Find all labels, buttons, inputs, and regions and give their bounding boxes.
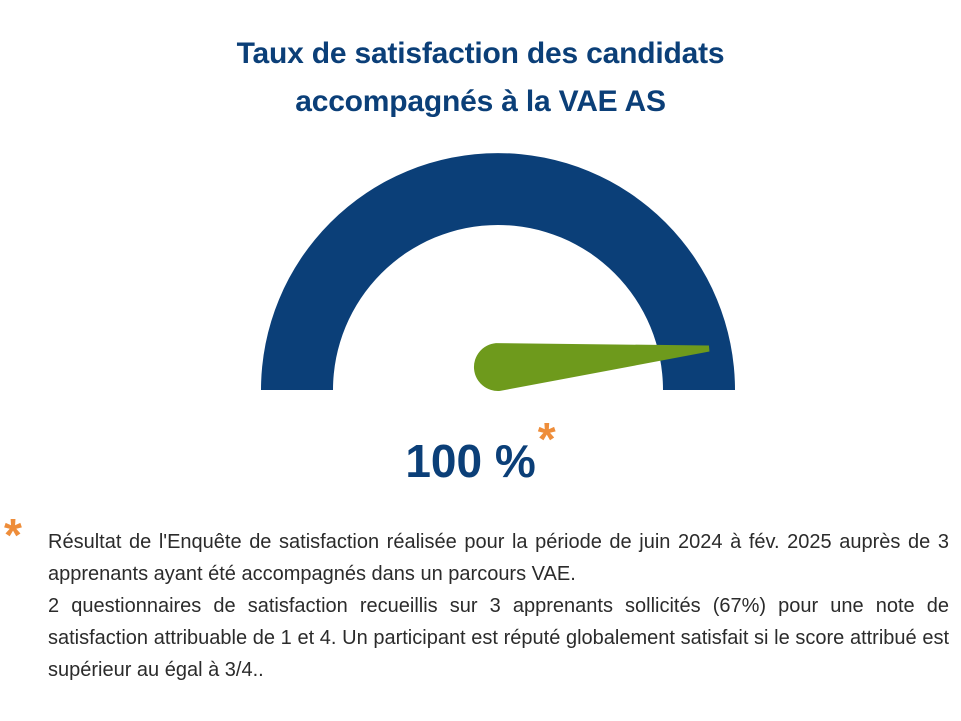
footnote-paragraph-2: 2 questionnaires de satisfaction recueil… (48, 595, 949, 681)
gauge-value-text: 100 % (405, 435, 536, 487)
chart-title-line-2: accompagnés à la VAE AS (295, 85, 666, 118)
footnote-asterisk-icon: * (4, 509, 22, 561)
gauge-arc (261, 153, 735, 390)
footnote-paragraph-1: Résultat de l'Enquête de satisfaction ré… (48, 531, 949, 585)
footnote: Résultat de l'Enquête de satisfaction ré… (48, 526, 949, 686)
gauge-value: 100 %* (0, 413, 961, 494)
asterisk-icon: * (537, 413, 556, 465)
chart-title: Taux de satisfaction des candidats accom… (0, 30, 961, 126)
chart-title-line-1: Taux de satisfaction des candidats (236, 37, 725, 70)
gauge-needle (473, 343, 710, 392)
